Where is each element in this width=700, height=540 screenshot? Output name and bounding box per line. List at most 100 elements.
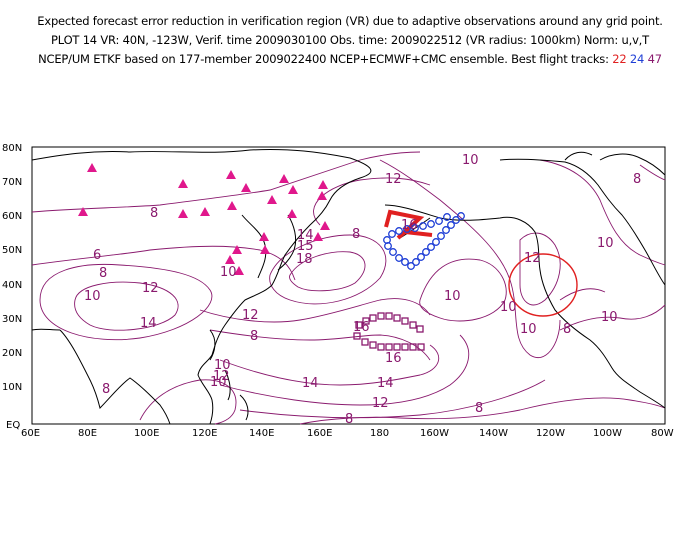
contour-label: 12 <box>524 251 541 266</box>
contour-label: 14 <box>302 376 319 391</box>
track-24-point <box>395 227 403 235</box>
raob-triangle <box>241 183 251 192</box>
coastline <box>499 158 666 286</box>
contour-line <box>559 288 606 301</box>
raob-triangle <box>279 174 289 183</box>
raob-triangle <box>178 179 188 188</box>
contour-line <box>559 304 666 331</box>
track-24-point <box>407 262 415 270</box>
track-47-point <box>377 343 385 351</box>
raob-triangle <box>226 170 236 179</box>
contour-line <box>74 281 179 331</box>
contour-line <box>31 245 296 281</box>
map-frame <box>31 146 666 425</box>
track-24-point <box>395 254 403 262</box>
raob-triangle <box>78 207 88 216</box>
contour-label: 12 <box>242 308 259 323</box>
track-47-point <box>377 312 385 320</box>
track-24-point <box>401 258 409 266</box>
contour-label: 6 <box>93 248 101 263</box>
contour-label: 8 <box>352 227 360 242</box>
track-id-22: 22 <box>612 52 627 66</box>
contour-line <box>639 164 666 181</box>
track-id-47: 47 <box>647 52 662 66</box>
track-24-point <box>403 225 411 233</box>
contour-line <box>313 177 431 226</box>
coastline <box>31 148 372 425</box>
track-24-point <box>422 248 430 256</box>
contour-label: 16 <box>353 320 370 335</box>
track-24-point <box>388 230 396 238</box>
contour-line <box>39 264 213 341</box>
track-47-point <box>353 332 361 340</box>
track-id-24: 24 <box>629 52 645 66</box>
track-47-point <box>416 325 424 333</box>
x-label-140w: 140W <box>479 428 508 439</box>
track-24-point <box>435 217 443 225</box>
track-24-point <box>389 248 397 256</box>
contour-line <box>199 298 431 323</box>
contour-line <box>289 251 366 292</box>
track-47-point <box>393 314 401 322</box>
track-24-point <box>437 232 445 240</box>
coastline <box>564 151 593 161</box>
contour-label: 10 <box>444 289 461 304</box>
track-24-point <box>383 236 391 244</box>
x-label-80w: 80W <box>651 428 674 439</box>
contour-label: 10 <box>597 236 614 251</box>
track-24-point <box>447 221 455 229</box>
track-47-point <box>417 343 425 351</box>
contour-line <box>139 379 237 425</box>
coastline <box>31 328 61 331</box>
contour-label: 16 <box>401 218 418 233</box>
raob-triangles <box>78 163 330 275</box>
contour-label: 10 <box>462 153 479 168</box>
raob-triangle <box>260 245 270 254</box>
x-axis-labels: 60E 80E 100E 120E 140E 160E 180 160W 140… <box>21 428 674 439</box>
x-label-160e: 160E <box>307 428 332 439</box>
raob-triangle <box>267 195 277 204</box>
contour-line <box>299 397 666 425</box>
raob-triangle <box>225 255 235 264</box>
contour-label: 10 <box>520 322 537 337</box>
x-label-120w: 120W <box>536 428 565 439</box>
coastline <box>239 394 249 421</box>
track-24-point <box>427 220 435 228</box>
contour-line <box>219 344 440 386</box>
track-24-point <box>442 226 450 234</box>
track-24-point <box>411 224 419 232</box>
title-line-3-text: NCEP/UM ETKF based on 177-member 2009022… <box>38 52 609 66</box>
contour-line <box>419 258 507 322</box>
contour-line <box>209 329 431 361</box>
contour-line <box>539 159 666 266</box>
contour-line <box>219 334 470 406</box>
track-47-point <box>362 317 370 325</box>
track-24-point <box>457 212 465 220</box>
contour-label: 12 <box>385 172 402 187</box>
title-line-2: PLOT 14 VR: 40N, -123W, Verif. time 2009… <box>51 33 649 47</box>
track-47-point <box>355 321 363 329</box>
x-label-180: 180 <box>370 428 389 439</box>
contour-line <box>269 234 387 305</box>
x-label-60e: 60E <box>21 428 40 439</box>
flight-track-47 <box>353 312 425 351</box>
contour-label: 18 <box>296 252 313 267</box>
raob-triangle <box>232 245 242 254</box>
verification-region-circle <box>508 253 578 317</box>
x-label-80e: 80E <box>78 428 97 439</box>
contour-label: 8 <box>475 401 483 416</box>
raob-triangle <box>317 191 327 200</box>
x-label-100e: 100E <box>134 428 159 439</box>
contour-label: 8 <box>250 329 258 344</box>
track-24-point <box>419 222 427 230</box>
contour-label: 8 <box>102 382 110 397</box>
track-24-point <box>432 238 440 246</box>
contour-label: 10 <box>500 300 517 315</box>
contour-label: 12 <box>213 369 230 384</box>
coastline <box>599 153 666 176</box>
coastline <box>224 369 231 401</box>
raob-triangle <box>178 209 188 218</box>
contour-label: 8 <box>99 266 107 281</box>
track-24-point <box>443 213 451 221</box>
contour-label: 10 <box>84 289 101 304</box>
